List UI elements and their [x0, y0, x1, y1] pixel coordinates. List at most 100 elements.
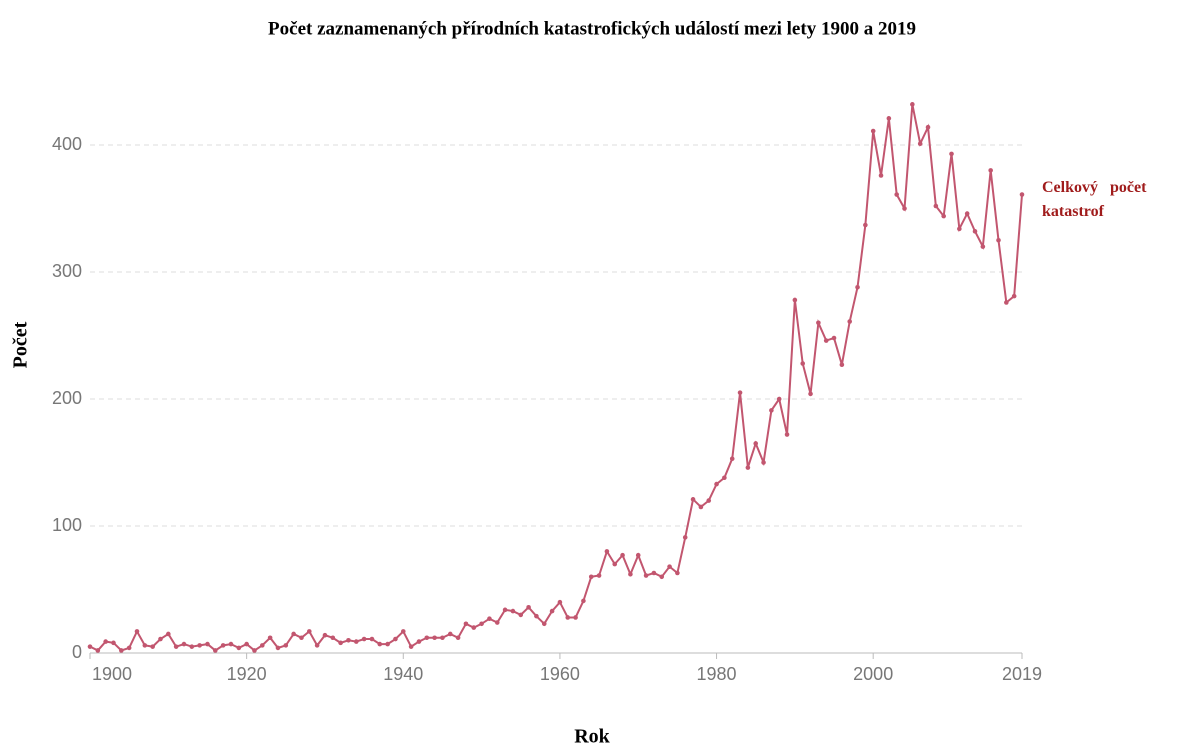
- point: [714, 481, 719, 487]
- point: [377, 641, 383, 647]
- point: [306, 629, 312, 634]
- y-tick-label: 0: [72, 642, 82, 662]
- point: [549, 608, 555, 614]
- line: [89, 104, 1023, 652]
- point: [659, 574, 665, 580]
- point: [596, 573, 602, 578]
- point: [134, 629, 140, 634]
- point: [870, 128, 876, 134]
- point: [385, 641, 390, 647]
- point: [776, 396, 782, 402]
- point: [722, 475, 727, 481]
- point: [494, 620, 500, 625]
- x-tick-label: 1920: [227, 664, 267, 684]
- point: [557, 599, 563, 605]
- point: [573, 615, 578, 620]
- point: [369, 636, 375, 642]
- point: [784, 432, 790, 437]
- point: [518, 612, 524, 618]
- point: [643, 573, 649, 578]
- point: [675, 570, 680, 576]
- point: [197, 643, 202, 648]
- point: [894, 192, 899, 197]
- point: [353, 639, 359, 644]
- point: [925, 124, 931, 130]
- point: [886, 116, 892, 121]
- point: [941, 213, 946, 219]
- point: [933, 203, 939, 209]
- point: [910, 102, 915, 107]
- point: [588, 574, 594, 580]
- y-axis-label: Počet: [10, 321, 32, 368]
- chart-title: Počet zaznamenaných přírodních katastrof…: [268, 18, 916, 39]
- point: [487, 616, 492, 622]
- y-tick-label: 100: [52, 515, 82, 535]
- point: [526, 604, 531, 610]
- x-tick-label: 1900: [92, 664, 132, 684]
- point: [565, 615, 571, 620]
- point: [87, 644, 93, 649]
- point: [275, 645, 281, 651]
- point: [338, 640, 343, 646]
- point: [690, 497, 696, 502]
- point: [745, 465, 751, 470]
- point: [471, 625, 477, 630]
- point: [173, 644, 179, 649]
- point: [181, 641, 187, 647]
- point: [698, 504, 704, 510]
- point: [753, 441, 759, 446]
- point: [213, 648, 218, 653]
- point: [816, 320, 821, 326]
- x-tick-label: 1960: [540, 664, 580, 684]
- x-axis-label: Rok: [574, 726, 610, 746]
- point: [166, 631, 171, 637]
- point: [541, 621, 547, 627]
- point: [393, 636, 398, 642]
- point: [823, 338, 829, 343]
- point: [737, 390, 743, 395]
- x-tick-label: 2019: [1002, 664, 1042, 684]
- point: [228, 641, 234, 647]
- y-tick-label: 200: [52, 388, 82, 408]
- point: [917, 141, 923, 147]
- point: [855, 284, 860, 290]
- series-label: Celkový počet katastrof: [1042, 179, 1147, 220]
- point: [534, 613, 539, 619]
- point: [432, 635, 437, 641]
- point: [95, 648, 101, 653]
- point: [612, 561, 618, 567]
- point: [510, 608, 516, 614]
- point: [220, 643, 226, 648]
- point: [996, 237, 1001, 243]
- point: [972, 229, 978, 234]
- point: [408, 644, 414, 649]
- point: [847, 319, 852, 324]
- point: [205, 641, 210, 647]
- point: [119, 648, 124, 653]
- y-tick-label: 300: [52, 261, 82, 281]
- point: [416, 639, 422, 644]
- point: [479, 621, 484, 627]
- point: [769, 408, 774, 413]
- x-tick-label: 2000: [853, 664, 893, 684]
- point: [949, 151, 954, 157]
- point: [150, 644, 155, 649]
- point: [260, 643, 265, 648]
- point: [283, 643, 289, 648]
- point: [628, 571, 633, 577]
- x-tick-label: 1980: [697, 664, 737, 684]
- point: [620, 552, 625, 558]
- point: [831, 335, 837, 341]
- point: [729, 456, 735, 461]
- point: [902, 206, 907, 211]
- point: [330, 635, 336, 641]
- point: [667, 564, 672, 569]
- point: [299, 635, 304, 641]
- point: [651, 570, 657, 576]
- point: [957, 226, 962, 232]
- point: [111, 640, 116, 646]
- point: [980, 244, 986, 249]
- point: [236, 645, 242, 651]
- point: [988, 168, 993, 173]
